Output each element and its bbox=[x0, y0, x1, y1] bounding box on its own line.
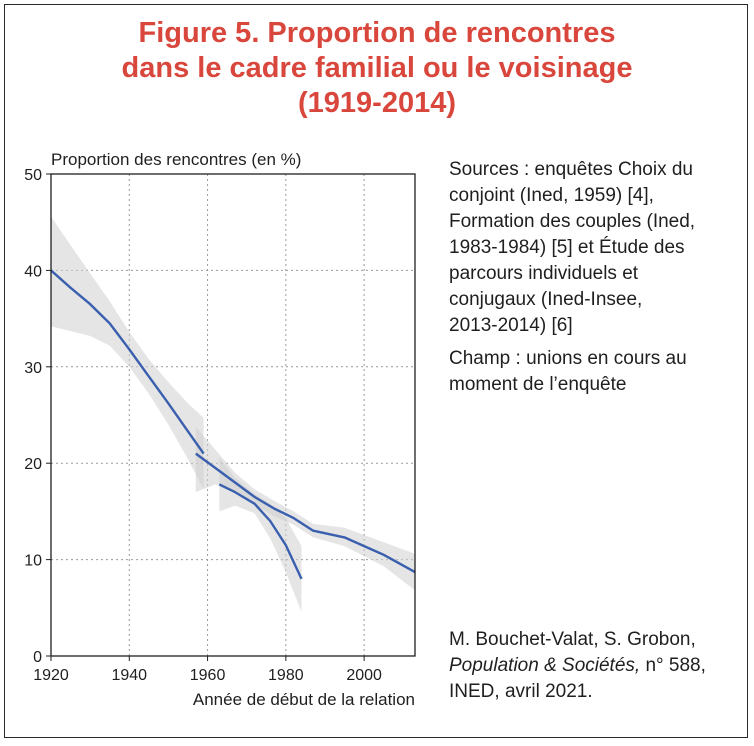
credit-note: M. Bouchet-Valat, S. Grobon, Population … bbox=[449, 627, 706, 705]
title-line-3: (1919-2014) bbox=[298, 87, 456, 119]
credit-authors: M. Bouchet-Valat, S. Grobon, bbox=[449, 629, 696, 650]
sources-line: 1983-1984) [5] et Étude des bbox=[449, 237, 685, 258]
series-line bbox=[218, 483, 303, 580]
x-tick-label: 1920 bbox=[33, 667, 69, 684]
series-line bbox=[50, 269, 205, 455]
confidence-band bbox=[195, 426, 415, 591]
sources-line: Sources : enquêtes Choix du bbox=[449, 159, 693, 180]
x-tick-label: 1980 bbox=[268, 667, 304, 684]
x-tick-label: 1960 bbox=[190, 667, 226, 684]
figure-frame bbox=[4, 4, 748, 738]
x-tick-label: 1940 bbox=[111, 667, 147, 684]
y-tick-label: 20 bbox=[24, 456, 42, 473]
credit-journal: Population & Sociétés, n° 588, bbox=[449, 653, 706, 679]
sources-line: Formation des couples (Ined, bbox=[449, 211, 696, 232]
scope-note: Champ : unions en cours au moment de l’e… bbox=[449, 346, 687, 398]
scope-line: Champ : unions en cours au bbox=[449, 348, 687, 369]
scope-line: moment de l’enquête bbox=[449, 374, 627, 395]
y-tick-label: 30 bbox=[24, 360, 42, 377]
sources-line: conjoint (Ined, 1959) [4], bbox=[449, 185, 654, 206]
title-line-2: dans le cadre familial ou le voisinage bbox=[121, 52, 633, 84]
x-axis-label: Année de début de la relation bbox=[193, 690, 415, 709]
y-tick-label: 50 bbox=[24, 167, 42, 184]
x-tick-label: 2000 bbox=[346, 667, 382, 684]
y-tick-label: 40 bbox=[24, 263, 42, 280]
sources-line: conjugaux (Ined-Insee, bbox=[449, 289, 643, 310]
credit-publisher: INED, avril 2021. bbox=[449, 681, 593, 702]
y-tick-label: 10 bbox=[24, 553, 42, 570]
title-line-1: Figure 5. Proportion de rencontres bbox=[138, 17, 616, 49]
plot-area-border bbox=[50, 173, 416, 657]
series-line bbox=[195, 452, 416, 574]
confidence-band bbox=[51, 216, 204, 490]
sources-note: Sources : enquêtes Choix du conjoint (In… bbox=[449, 157, 695, 339]
sources-line: 2013-2014) [6] bbox=[449, 315, 573, 336]
credit-journal-title: Population & Sociétés, bbox=[449, 655, 641, 676]
credit-issue: n° 588, bbox=[640, 655, 706, 676]
figure-title: Figure 5. Proportion de rencontres dans … bbox=[0, 16, 754, 121]
y-tick-label: 0 bbox=[33, 649, 42, 666]
y-axis-label: Proportion des rencontres (en %) bbox=[51, 150, 301, 169]
sources-line: parcours individuels et bbox=[449, 263, 639, 284]
